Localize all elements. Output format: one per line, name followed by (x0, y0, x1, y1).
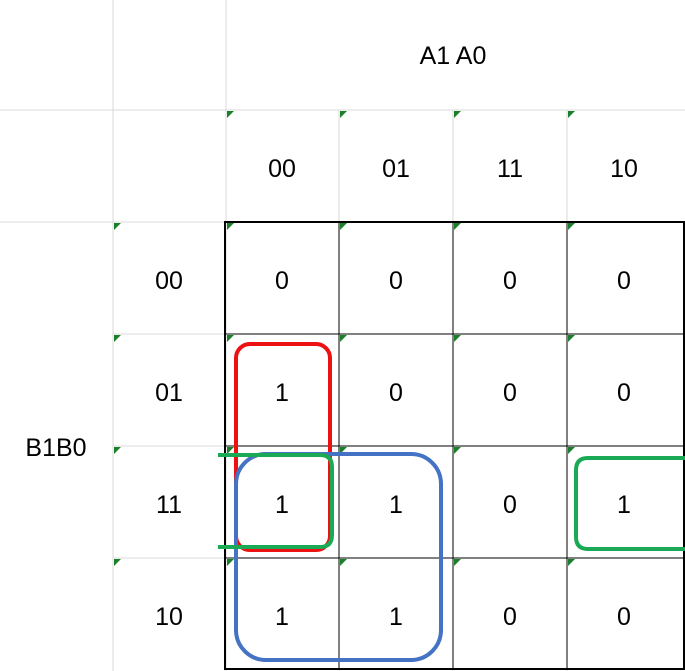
comment-marker-icon (114, 335, 121, 342)
kmap-cell: 1 (389, 491, 403, 519)
kmap-cell: 1 (275, 603, 289, 631)
comment-marker-icon (340, 223, 347, 230)
comment-marker-icon (114, 447, 121, 454)
kmap-cell: 0 (617, 267, 631, 295)
group-green-loop-right (574, 456, 685, 551)
row-header-01: 01 (155, 379, 183, 407)
kmap-cell: 0 (617, 379, 631, 407)
group-green-loop-left (218, 453, 334, 549)
kmap-cell: 0 (275, 267, 289, 295)
kmap-cell: 1 (275, 491, 289, 519)
kmap-cell: 0 (389, 267, 403, 295)
comment-marker-icon (227, 559, 234, 566)
comment-marker-icon (568, 559, 575, 566)
col-header-00: 00 (268, 155, 296, 183)
comment-marker-icon (114, 559, 121, 566)
comment-marker-icon (454, 111, 461, 118)
kmap-cell: 0 (389, 379, 403, 407)
col-header-11: 11 (497, 155, 523, 183)
row-header-00: 00 (155, 267, 183, 295)
kmap-cell: 0 (503, 603, 517, 631)
row-header-11: 11 (156, 491, 182, 519)
comment-marker-icon (227, 335, 234, 342)
row-header-10: 10 (155, 603, 183, 631)
group-blue-loop (234, 452, 443, 662)
kmap-cell: 1 (617, 491, 631, 519)
comment-marker-icon (568, 223, 575, 230)
comment-marker-icon (114, 223, 121, 230)
col-header-01: 01 (382, 155, 410, 183)
comment-marker-icon (568, 335, 575, 342)
comment-marker-icon (454, 335, 461, 342)
kmap-cell: 0 (617, 603, 631, 631)
comment-marker-icon (568, 111, 575, 118)
comment-marker-icon (454, 559, 461, 566)
kmap-cell: 0 (503, 379, 517, 407)
kmap-grid (224, 221, 685, 670)
comment-marker-icon (227, 223, 234, 230)
kmap-cell: 1 (389, 603, 403, 631)
kmap-cell: 1 (275, 379, 289, 407)
comment-marker-icon (227, 111, 234, 118)
comment-marker-icon (340, 335, 347, 342)
kmap-cell: 0 (503, 267, 517, 295)
comment-markers (114, 111, 575, 566)
comment-marker-icon (454, 223, 461, 230)
comment-marker-icon (227, 447, 234, 454)
comment-marker-icon (340, 559, 347, 566)
row-variable-title: B1B0 (25, 434, 86, 462)
comment-marker-icon (568, 447, 575, 454)
col-header-10: 10 (610, 155, 638, 183)
group-red-loop (234, 342, 332, 552)
comment-marker-icon (340, 111, 347, 118)
comment-marker-icon (454, 447, 461, 454)
kmap-cell: 0 (503, 491, 517, 519)
col-variable-title: A1 A0 (420, 42, 487, 70)
